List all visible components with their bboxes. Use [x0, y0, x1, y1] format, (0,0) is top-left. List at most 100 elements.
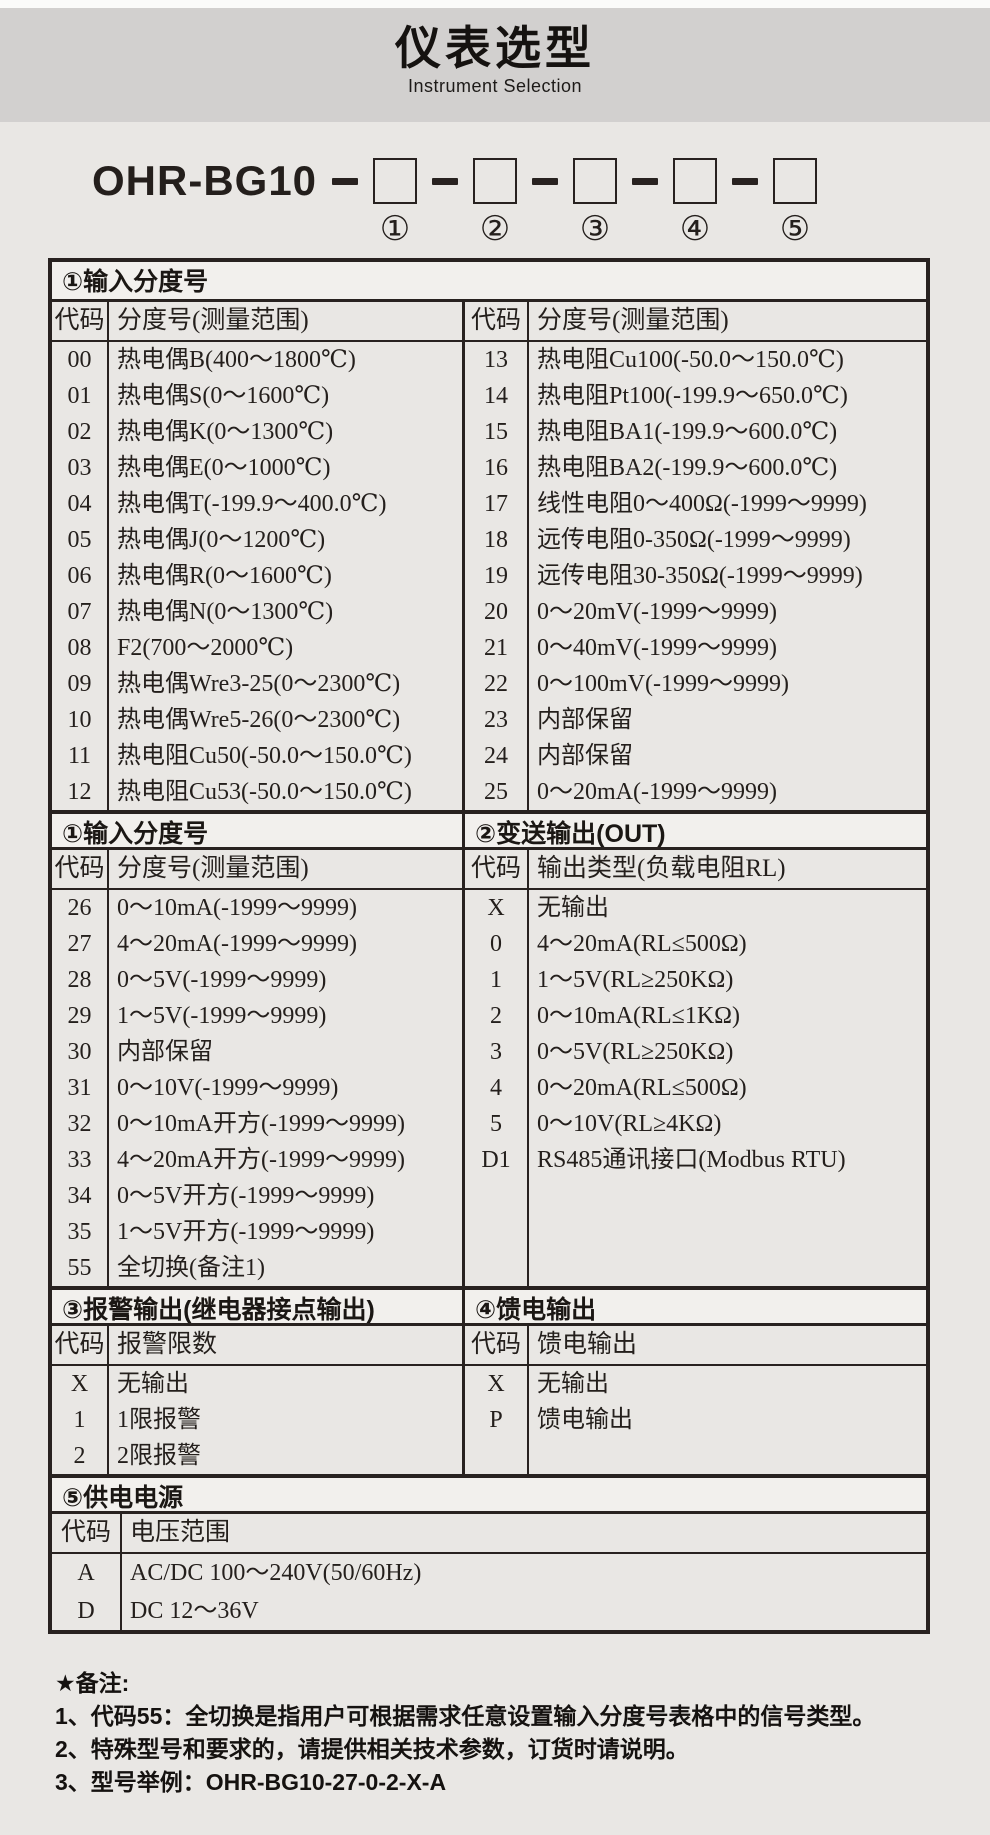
desc-cell: 远传电阻30-350Ω(-1999～9999): [537, 563, 863, 589]
dash-separator: [432, 178, 459, 185]
table-row: 0 4～20mA(RL≤500Ω): [465, 926, 926, 962]
table-row: 21 0～40mV(-1999～9999): [465, 630, 926, 666]
desc-cell: 4～20mA(-1999～9999): [117, 931, 357, 957]
table-row: 34 0～5V开方(-1999～9999): [52, 1178, 462, 1214]
section3-title: ③报警输出(继电器接点输出): [52, 1290, 465, 1324]
desc-cell: 0～5V开方(-1999～9999): [117, 1183, 375, 1209]
desc-column-header: 电压范围: [130, 1519, 231, 1546]
code-cell: D: [52, 1592, 122, 1630]
model-digit-box-3: [573, 158, 618, 204]
desc-cell: 内部保留: [537, 707, 633, 733]
desc-cell: 全切换(备注1): [117, 1255, 265, 1281]
section2-right-rows: X 无输出 0 4～20mA(RL≤500Ω) 1 1～5V(RL≥250KΩ) 2 0～10…: [465, 890, 926, 1178]
desc-cell: 0～40mV(-1999～9999): [537, 635, 777, 661]
remark-item-2: 2、特殊型号和要求的，请提供相关技术参数，订货时请说明。: [55, 1736, 689, 1762]
position-label-2: ②: [479, 211, 511, 248]
code-cell: 4: [465, 1070, 529, 1106]
table-row: P 馈电输出: [465, 1402, 926, 1438]
code-cell: 20: [465, 594, 529, 630]
selection-table: ①输入分度号 代码 分度号(测量范围) 00 热电偶B(400～1800℃) 01 热…: [48, 258, 930, 1634]
code-cell: 23: [465, 702, 529, 738]
code-cell: 05: [52, 522, 109, 558]
section2-body: 代码 分度号(测量范围) 26 0～10mA(-1999～9999) 27 4～20m…: [52, 850, 926, 1286]
desc-cell: 热电偶K(0～1300℃): [117, 419, 334, 445]
table-row: 09 热电偶Wre3-25(0～2300℃): [52, 666, 462, 702]
column-header-row: 代码 分度号(测量范围): [52, 302, 462, 342]
model-position-3: ③: [573, 158, 618, 248]
table-row: 28 0～5V(-1999～9999): [52, 962, 462, 998]
table-row: 04 热电偶T(-199.9～400.0℃): [52, 486, 462, 522]
code-cell: 55: [52, 1250, 109, 1286]
table-row: 2 0～10mA(RL≤1KΩ): [465, 998, 926, 1034]
desc-cell: RS485通讯接口(Modbus RTU): [537, 1147, 846, 1173]
table-row: X 无输出: [465, 890, 926, 926]
section1-left-rows: 00 热电偶B(400～1800℃) 01 热电偶S(0～1600℃) 02 热电偶K(0…: [52, 342, 462, 810]
code-cell: 01: [52, 378, 109, 414]
code-column-header: 代码: [465, 302, 529, 340]
desc-cell: 馈电输出: [537, 1407, 633, 1433]
section3-4-header: ③报警输出(继电器接点输出) ④馈电输出: [52, 1286, 926, 1326]
desc-cell: 0～10mA开方(-1999～9999): [117, 1111, 405, 1137]
code-cell: 21: [465, 630, 529, 666]
remarks-title: ★备注:: [55, 1670, 130, 1696]
table-row: 26 0～10mA(-1999～9999): [52, 890, 462, 926]
section2-right-title: ②变送输出(OUT): [475, 820, 666, 848]
desc-cell: 内部保留: [117, 1039, 213, 1065]
desc-cell: 4～20mA(RL≤500Ω): [537, 931, 747, 957]
code-cell: 17: [465, 486, 529, 522]
page-title: 仪表选型: [395, 22, 595, 74]
dash-separator: [532, 178, 559, 185]
code-cell: 12: [52, 774, 109, 810]
column-header-row: 代码 分度号(测量范围): [52, 850, 462, 890]
empty-desc-cell: [529, 1438, 926, 1474]
table-row: 31 0～10V(-1999～9999): [52, 1070, 462, 1106]
section4-table: 代码 馈电输出 X 无输出 P 馈电输出: [465, 1326, 926, 1474]
code-cell: A: [52, 1554, 122, 1592]
table-row: 2 2限报警: [52, 1438, 462, 1474]
desc-cell: 0～5V(RL≥250KΩ): [537, 1039, 734, 1065]
model-digit-box-4: [673, 158, 718, 204]
code-cell: 3: [465, 1034, 529, 1070]
section5-header: ⑤供电电源: [52, 1474, 926, 1514]
table-row: X 无输出: [465, 1366, 926, 1402]
desc-cell: 线性电阻0～400Ω(-1999～9999): [537, 491, 867, 517]
section5-table: 代码 电压范围 A AC/DC 100～240V(50/60Hz) D DC 12～3…: [52, 1514, 926, 1630]
code-cell: 0: [465, 926, 529, 962]
table-row: 27 4～20mA(-1999～9999): [52, 926, 462, 962]
model-position-5: ⑤: [773, 158, 818, 248]
desc-cell: 热电阻Cu100(-50.0～150.0℃): [537, 347, 844, 373]
desc-cell: 无输出: [537, 895, 609, 921]
table-row: 35 1～5V开方(-1999～9999): [52, 1214, 462, 1250]
code-cell: 25: [465, 774, 529, 810]
desc-cell: 0～5V(-1999～9999): [117, 967, 327, 993]
column-header-row: 代码 分度号(测量范围): [465, 302, 926, 342]
table-row: A AC/DC 100～240V(50/60Hz): [52, 1554, 926, 1592]
page-subtitle: Instrument Selection: [407, 76, 583, 96]
section1-left-table: 代码 分度号(测量范围) 00 热电偶B(400～1800℃) 01 热电偶S(0～1…: [52, 302, 465, 810]
code-column-header: 代码: [52, 302, 109, 340]
code-column-header: 代码: [465, 1326, 529, 1364]
table-row: 11 热电阻Cu50(-50.0～150.0℃): [52, 738, 462, 774]
code-cell: 2: [465, 998, 529, 1034]
position-label-5: ⑤: [779, 211, 811, 248]
table-row: 06 热电偶R(0～1600℃): [52, 558, 462, 594]
code-cell: 5: [465, 1106, 529, 1142]
table-row: 02 热电偶K(0～1300℃): [52, 414, 462, 450]
desc-cell: 2限报警: [117, 1443, 201, 1469]
code-cell: 18: [465, 522, 529, 558]
remark-item-3: 3、型号举例：OHR-BG10-27-0-2-X-A: [55, 1769, 447, 1795]
section2-left-rows: 26 0～10mA(-1999～9999) 27 4～20mA(-1999～9999)…: [52, 890, 462, 1286]
model-digit-box-2: [473, 158, 518, 204]
code-cell: 00: [52, 342, 109, 378]
code-cell: X: [465, 1366, 529, 1402]
code-cell: P: [465, 1402, 529, 1438]
model-position-2: ②: [473, 158, 518, 248]
desc-column-header: 分度号(测量范围): [117, 855, 309, 882]
desc-cell: 热电阻Cu53(-50.0～150.0℃): [117, 779, 412, 805]
column-header-row: 代码 电压范围: [52, 1514, 926, 1554]
code-column-header: 代码: [52, 1326, 109, 1364]
section2-header: ①输入分度号 ②变送输出(OUT): [52, 810, 926, 850]
table-row: 10 热电偶Wre5-26(0～2300℃): [52, 702, 462, 738]
code-cell: 34: [52, 1178, 109, 1214]
desc-cell: 热电偶Wre5-26(0～2300℃): [117, 707, 401, 733]
